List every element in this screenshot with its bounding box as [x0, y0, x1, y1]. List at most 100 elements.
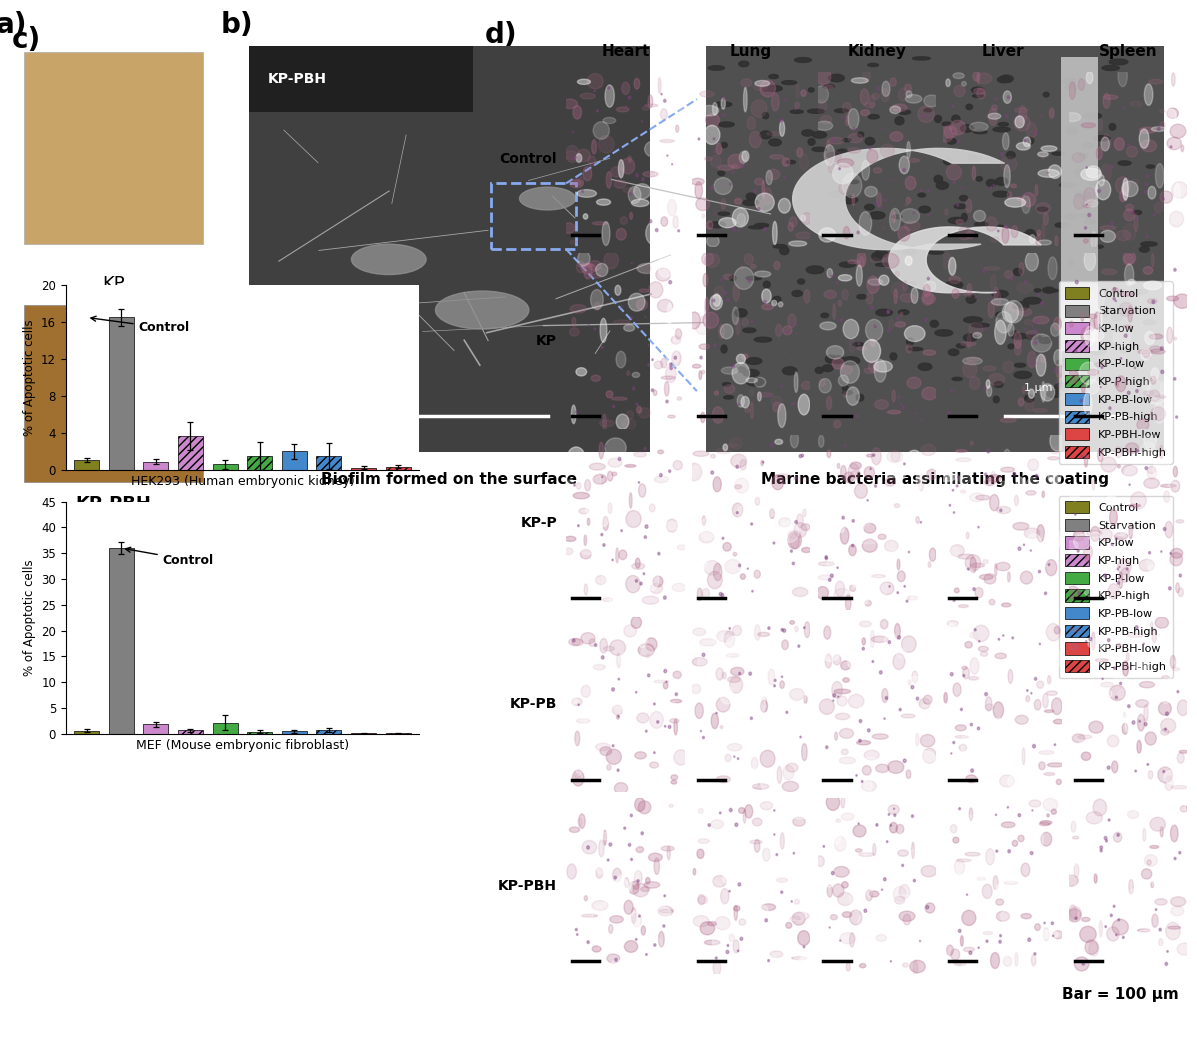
Ellipse shape — [1047, 762, 1064, 767]
Ellipse shape — [840, 527, 849, 544]
Ellipse shape — [836, 713, 850, 719]
Ellipse shape — [886, 149, 897, 155]
Ellipse shape — [644, 140, 664, 157]
Ellipse shape — [1014, 886, 1033, 903]
Ellipse shape — [1052, 152, 1065, 155]
Ellipse shape — [664, 701, 676, 711]
Ellipse shape — [737, 230, 740, 231]
Ellipse shape — [898, 571, 905, 582]
Ellipse shape — [1136, 390, 1138, 393]
Ellipse shape — [920, 445, 936, 455]
Ellipse shape — [578, 702, 589, 723]
Ellipse shape — [1098, 449, 1104, 461]
Ellipse shape — [770, 154, 784, 159]
Ellipse shape — [723, 382, 730, 386]
Ellipse shape — [651, 389, 654, 392]
Ellipse shape — [925, 319, 926, 321]
Ellipse shape — [840, 661, 851, 670]
Ellipse shape — [1027, 122, 1037, 138]
Ellipse shape — [729, 890, 730, 892]
Ellipse shape — [577, 719, 590, 723]
Ellipse shape — [1034, 924, 1040, 930]
Ellipse shape — [716, 957, 717, 959]
Ellipse shape — [1129, 144, 1130, 146]
Ellipse shape — [722, 856, 735, 880]
Ellipse shape — [1047, 391, 1061, 397]
Ellipse shape — [845, 118, 846, 119]
Ellipse shape — [602, 566, 606, 590]
Ellipse shape — [865, 319, 882, 341]
Ellipse shape — [700, 412, 705, 422]
Ellipse shape — [828, 579, 831, 582]
Ellipse shape — [1135, 625, 1138, 629]
Ellipse shape — [959, 823, 971, 837]
Bar — [213, 465, 237, 470]
Ellipse shape — [741, 768, 761, 777]
Ellipse shape — [693, 868, 695, 875]
Ellipse shape — [616, 715, 619, 719]
Ellipse shape — [791, 403, 792, 406]
Ellipse shape — [713, 637, 719, 647]
Ellipse shape — [1125, 708, 1130, 732]
Ellipse shape — [1075, 191, 1092, 199]
Ellipse shape — [1065, 586, 1080, 598]
Ellipse shape — [1053, 930, 1063, 939]
Ellipse shape — [1041, 832, 1052, 846]
Ellipse shape — [1075, 394, 1087, 399]
Ellipse shape — [1069, 845, 1074, 864]
Ellipse shape — [1099, 174, 1105, 186]
Ellipse shape — [637, 733, 655, 751]
Ellipse shape — [711, 713, 718, 729]
Ellipse shape — [578, 704, 579, 705]
Ellipse shape — [596, 936, 608, 947]
Ellipse shape — [610, 167, 622, 177]
Ellipse shape — [989, 109, 997, 126]
Ellipse shape — [1088, 213, 1090, 216]
Ellipse shape — [899, 309, 909, 315]
Ellipse shape — [1159, 678, 1175, 687]
Ellipse shape — [645, 954, 648, 956]
Ellipse shape — [949, 277, 960, 283]
Text: Control: Control — [91, 316, 189, 335]
Ellipse shape — [1116, 696, 1118, 699]
Ellipse shape — [631, 200, 649, 207]
Ellipse shape — [578, 176, 584, 186]
Ellipse shape — [713, 595, 722, 615]
Ellipse shape — [1037, 886, 1049, 910]
Ellipse shape — [755, 562, 774, 571]
Ellipse shape — [751, 841, 762, 844]
Ellipse shape — [1123, 254, 1134, 266]
Ellipse shape — [573, 485, 576, 486]
Ellipse shape — [1144, 356, 1150, 359]
Ellipse shape — [1178, 700, 1189, 716]
Ellipse shape — [1110, 509, 1117, 525]
Ellipse shape — [952, 377, 962, 380]
Ellipse shape — [819, 656, 832, 674]
Ellipse shape — [716, 950, 729, 965]
Ellipse shape — [590, 274, 601, 278]
Ellipse shape — [947, 138, 956, 144]
Ellipse shape — [803, 946, 804, 948]
Ellipse shape — [773, 810, 774, 811]
Ellipse shape — [919, 698, 930, 709]
Ellipse shape — [645, 525, 648, 528]
Ellipse shape — [825, 555, 827, 559]
Ellipse shape — [1070, 907, 1081, 919]
Ellipse shape — [906, 600, 909, 602]
Ellipse shape — [1008, 192, 1011, 199]
Ellipse shape — [929, 251, 943, 254]
Ellipse shape — [654, 859, 660, 874]
Ellipse shape — [843, 138, 851, 142]
Ellipse shape — [672, 351, 681, 365]
Ellipse shape — [986, 450, 990, 453]
Ellipse shape — [843, 391, 852, 395]
Ellipse shape — [828, 74, 844, 81]
Ellipse shape — [774, 934, 790, 943]
Ellipse shape — [1011, 226, 1017, 238]
Ellipse shape — [1169, 211, 1184, 227]
Ellipse shape — [867, 277, 880, 294]
Ellipse shape — [735, 478, 748, 493]
Ellipse shape — [1101, 137, 1110, 151]
Ellipse shape — [953, 750, 965, 755]
Ellipse shape — [594, 268, 607, 272]
